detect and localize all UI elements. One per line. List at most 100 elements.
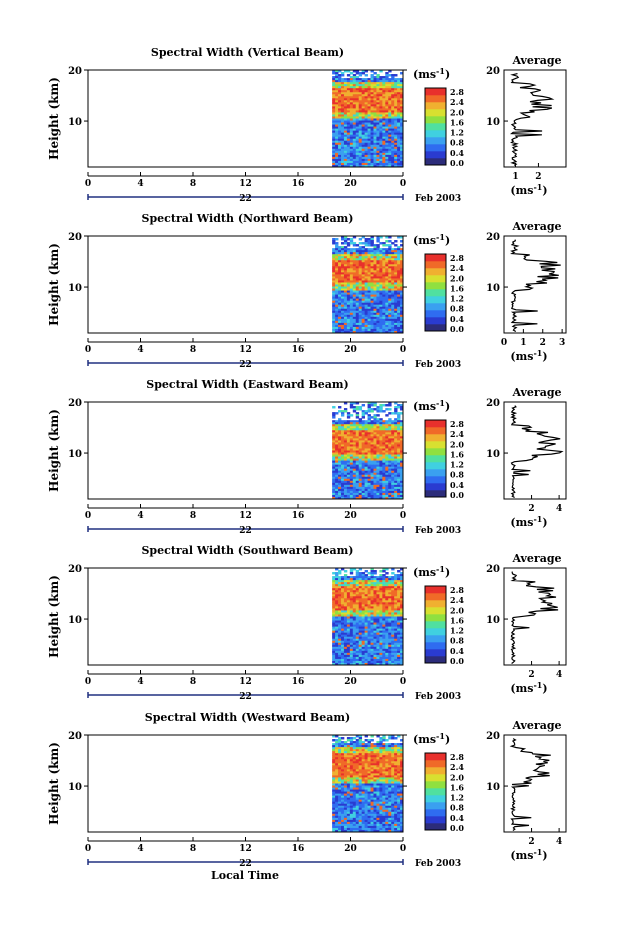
heatmap-cell bbox=[335, 278, 339, 281]
heatmap-cell bbox=[338, 310, 342, 314]
heatmap-cell bbox=[335, 254, 339, 257]
heatmap-cell bbox=[349, 284, 354, 287]
heatmap-cell bbox=[361, 116, 366, 119]
heatmap-cell bbox=[370, 450, 374, 453]
avg-y-tick-label: 20 bbox=[486, 398, 500, 409]
heatmap-cell bbox=[332, 634, 336, 638]
heatmap-cell bbox=[388, 446, 392, 449]
heatmap-cell bbox=[400, 640, 404, 644]
heatmap-cell bbox=[335, 108, 339, 111]
heatmap-cell bbox=[364, 88, 368, 91]
heatmap-cell bbox=[370, 580, 374, 583]
heatmap-cell bbox=[352, 124, 357, 127]
heatmap-cell bbox=[349, 240, 354, 243]
heatmap-cell bbox=[385, 745, 389, 748]
heatmap-cell bbox=[397, 92, 401, 95]
panel-title: Spectral Width (Southward Beam) bbox=[141, 544, 353, 557]
heatmap-cell bbox=[370, 264, 374, 267]
heatmap-cell bbox=[335, 454, 339, 457]
heatmap-cell bbox=[379, 761, 383, 764]
heatmap-cell bbox=[373, 420, 377, 423]
heatmap-cell bbox=[355, 72, 360, 75]
heatmap-cell bbox=[394, 100, 398, 103]
heatmap-cell bbox=[379, 242, 383, 245]
heatmap-cell bbox=[376, 252, 380, 255]
heatmap-cell bbox=[388, 236, 392, 239]
heatmap-cell bbox=[349, 264, 354, 267]
heatmap-cell bbox=[400, 276, 404, 279]
heatmap-cell bbox=[338, 432, 342, 435]
heatmap-cell bbox=[400, 430, 404, 433]
heatmap-cell bbox=[358, 322, 363, 326]
heatmap-cell bbox=[394, 434, 398, 437]
heatmap-cell bbox=[373, 144, 377, 148]
heatmap-cell bbox=[379, 122, 383, 125]
heatmap-cell bbox=[358, 162, 363, 166]
colorbar-tick-label: 0.0 bbox=[450, 656, 464, 666]
heatmap-cell bbox=[391, 434, 395, 437]
heatmap-cell bbox=[346, 745, 351, 748]
heatmap-cell bbox=[335, 628, 339, 632]
heatmap-cell bbox=[355, 484, 360, 488]
heatmap-cell bbox=[385, 484, 389, 488]
heatmap-cell bbox=[349, 260, 354, 263]
heatmap-cell bbox=[346, 622, 351, 625]
heatmap-cell bbox=[349, 745, 354, 748]
heatmap-cell bbox=[400, 324, 404, 328]
heatmap-cell bbox=[379, 660, 383, 664]
heatmap-cell bbox=[343, 442, 348, 445]
heatmap-cell bbox=[332, 106, 336, 109]
heatmap-cell bbox=[335, 128, 339, 132]
heatmap-cell bbox=[358, 158, 363, 162]
heatmap-cell bbox=[391, 640, 395, 644]
heatmap-cell bbox=[397, 256, 401, 259]
heatmap-cell bbox=[352, 102, 357, 105]
heatmap-cell bbox=[367, 660, 371, 664]
heatmap-cell bbox=[379, 276, 383, 279]
heatmap-cell bbox=[385, 126, 389, 129]
heatmap-cell bbox=[355, 660, 360, 664]
heatmap-cell bbox=[397, 146, 401, 150]
heatmap-cell bbox=[340, 658, 345, 662]
heatmap-cell bbox=[400, 270, 404, 273]
heatmap-cell bbox=[361, 110, 366, 113]
heatmap-cell bbox=[391, 104, 395, 107]
colorbar-swatch bbox=[425, 95, 446, 103]
heatmap-cell bbox=[355, 122, 360, 125]
heatmap-cell bbox=[394, 304, 398, 308]
heatmap-cell bbox=[376, 456, 380, 459]
heatmap-cell bbox=[388, 492, 392, 496]
heatmap-cell bbox=[338, 86, 342, 89]
heatmap-cell bbox=[355, 80, 360, 83]
heatmap-cell bbox=[388, 490, 392, 494]
heatmap-cell bbox=[352, 146, 357, 150]
heatmap-cell bbox=[376, 116, 380, 119]
heatmap-cell bbox=[385, 164, 389, 168]
heatmap-cell bbox=[397, 318, 401, 322]
heatmap-cell bbox=[343, 298, 348, 302]
heatmap-cell bbox=[346, 755, 351, 758]
heatmap-cell bbox=[379, 442, 383, 445]
heatmap-cell bbox=[340, 496, 345, 500]
heatmap-cell bbox=[370, 610, 374, 613]
heatmap-cell bbox=[358, 588, 363, 591]
heatmap-cell bbox=[388, 310, 392, 314]
heatmap-cell bbox=[338, 296, 342, 300]
heatmap-cell bbox=[382, 648, 386, 652]
heatmap-cell bbox=[394, 618, 398, 621]
heatmap-cell bbox=[349, 474, 354, 478]
heatmap-cell bbox=[335, 286, 339, 289]
heatmap-cell bbox=[355, 294, 360, 298]
heatmap-cell bbox=[400, 152, 404, 156]
heatmap-cell bbox=[335, 120, 339, 123]
heatmap-cell bbox=[352, 106, 357, 109]
heatmap-cell bbox=[394, 634, 398, 638]
heatmap-cell bbox=[335, 486, 339, 490]
heatmap-cell bbox=[352, 134, 357, 138]
heatmap-cell bbox=[370, 242, 374, 245]
heatmap-cell bbox=[361, 270, 366, 273]
heatmap-cell bbox=[361, 250, 366, 253]
heatmap-cell bbox=[355, 590, 360, 593]
heatmap-cell bbox=[343, 751, 348, 754]
heatmap-cell bbox=[385, 582, 389, 585]
